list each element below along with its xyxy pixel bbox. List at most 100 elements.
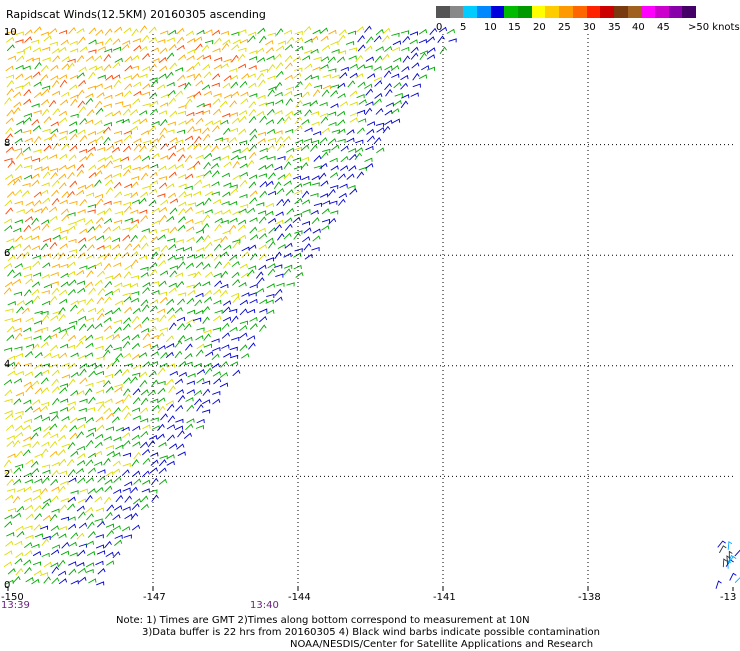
wind-barb	[79, 198, 88, 207]
wind-barb	[49, 41, 58, 46]
wind-barb	[230, 292, 240, 298]
wind-barb	[16, 55, 25, 62]
wind-barbs	[3, 25, 740, 589]
wind-barb	[142, 140, 151, 145]
wind-barb	[33, 505, 42, 512]
x-tick-label: -13	[720, 592, 737, 603]
wind-barb	[52, 108, 61, 116]
wind-barb	[13, 91, 22, 98]
wind-barb	[105, 386, 114, 393]
wind-barb	[186, 236, 195, 242]
wind-barb	[140, 503, 149, 511]
wind-barb	[357, 44, 366, 52]
wind-barb	[259, 298, 268, 305]
wind-barb	[50, 121, 59, 127]
wind-barb	[367, 73, 376, 79]
wind-barb	[329, 200, 338, 205]
wind-barb	[34, 533, 43, 538]
colorbar-segment	[586, 6, 601, 18]
wind-barb	[115, 352, 124, 360]
wind-barb	[366, 135, 375, 143]
wind-barb	[13, 227, 22, 233]
wind-barb	[52, 326, 61, 332]
wind-barb	[6, 238, 15, 243]
wind-barb	[229, 217, 238, 223]
wind-barb	[204, 241, 213, 249]
wind-barb	[16, 151, 24, 159]
wind-barb	[255, 287, 265, 294]
wind-barb	[131, 434, 140, 441]
wind-barb	[51, 469, 59, 477]
wind-barb	[59, 199, 68, 205]
wind-barb	[248, 115, 257, 124]
wind-barb	[4, 550, 13, 556]
wind-barb	[437, 35, 445, 43]
wind-barb	[97, 568, 106, 575]
wind-barb	[60, 398, 69, 403]
wind-barb	[151, 120, 160, 126]
wind-barb	[265, 47, 274, 54]
wind-barb	[239, 163, 248, 169]
wind-barb	[49, 215, 58, 222]
wind-barb	[320, 27, 329, 34]
wind-barb	[88, 370, 97, 378]
wind-barb	[122, 462, 131, 467]
wind-barb	[382, 35, 390, 43]
wind-barb	[229, 112, 238, 117]
wind-barb	[51, 461, 60, 467]
wind-barb	[78, 335, 87, 342]
wind-barb	[193, 281, 202, 289]
x-tick-label: -147	[143, 592, 166, 603]
wind-barb	[122, 104, 131, 109]
wind-barb	[257, 227, 266, 233]
wind-barb	[356, 26, 365, 33]
wind-barb	[114, 386, 123, 393]
wind-barb	[249, 93, 258, 98]
wind-barb	[43, 561, 52, 568]
wind-barb	[259, 324, 267, 332]
wind-barb	[150, 351, 159, 357]
wind-barb	[196, 247, 205, 252]
wind-barb	[41, 464, 51, 469]
wind-barb	[13, 478, 22, 486]
wind-barb	[166, 37, 175, 42]
wind-barb	[185, 98, 193, 107]
wind-barb	[76, 163, 85, 171]
wind-barb	[148, 26, 157, 34]
wind-barb	[184, 154, 193, 163]
wind-barb	[166, 215, 175, 223]
wind-barb	[393, 57, 402, 63]
wind-barb	[114, 534, 123, 539]
wind-barb	[51, 566, 59, 574]
wind-barb	[32, 272, 42, 277]
wind-barb	[104, 280, 113, 288]
wind-barb	[159, 455, 168, 460]
wind-barb	[169, 265, 178, 270]
wind-barb	[103, 235, 112, 243]
wind-barb	[85, 432, 95, 438]
wind-barb	[201, 84, 211, 91]
wind-barb	[114, 139, 123, 144]
wind-barb	[58, 117, 68, 124]
wind-barb	[355, 54, 363, 63]
wind-barb	[24, 235, 33, 241]
wind-barb	[149, 108, 159, 116]
wind-barb	[285, 110, 294, 117]
wind-barb	[156, 332, 165, 340]
wind-barb	[321, 208, 330, 215]
wind-barb	[149, 144, 157, 152]
wind-barb	[51, 486, 60, 492]
wind-barb	[193, 142, 202, 150]
wind-barb	[76, 445, 85, 451]
x-tick-label: -144	[288, 592, 311, 603]
wind-barb	[149, 467, 158, 474]
wind-barb	[176, 129, 185, 134]
wind-barb	[196, 29, 205, 35]
wind-barb	[283, 252, 292, 258]
wind-barb	[70, 98, 78, 107]
wind-barb	[22, 251, 30, 259]
wind-barb	[248, 174, 258, 180]
wind-barb	[112, 110, 122, 117]
wind-barb	[32, 125, 41, 132]
wind-barb	[187, 373, 196, 378]
